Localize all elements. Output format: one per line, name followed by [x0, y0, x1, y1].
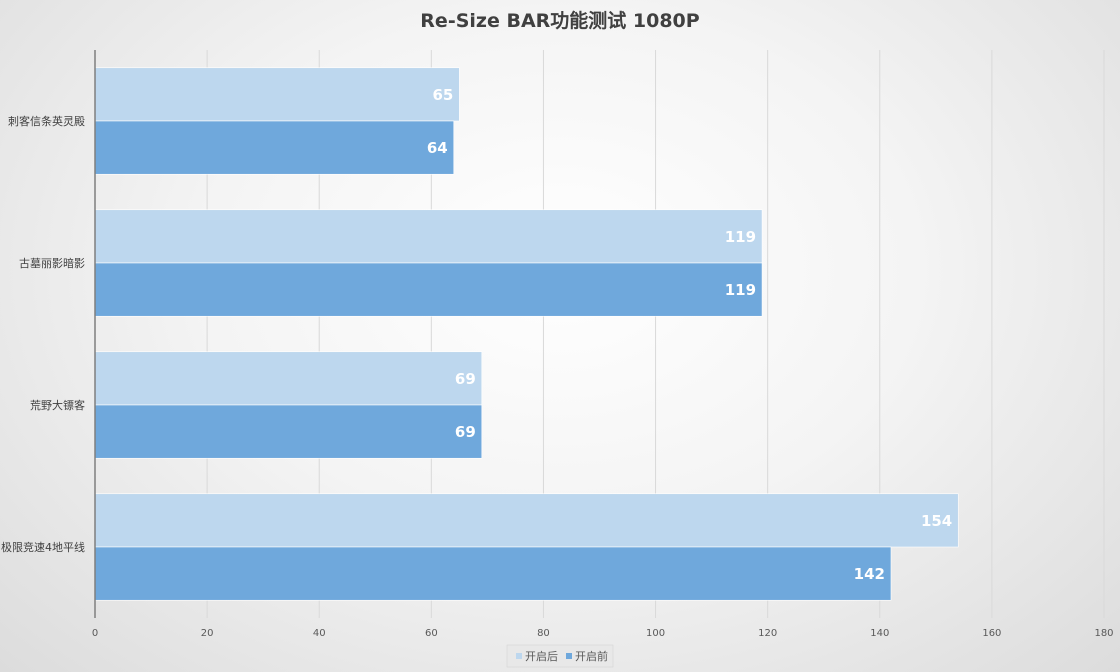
data-label: 69: [455, 423, 476, 441]
bar: [94, 209, 763, 264]
bar: [94, 546, 892, 601]
data-label: 119: [725, 228, 756, 246]
x-tick-label: 160: [982, 628, 1001, 639]
data-label: 119: [725, 281, 756, 299]
x-tick-label: 40: [313, 628, 326, 639]
category-label: 刺客信条英灵殿: [8, 114, 85, 128]
data-labels: 65 64 119 119 69 69 154 142: [427, 86, 952, 583]
x-tick-label: 0: [92, 628, 98, 639]
bar: [94, 351, 483, 406]
bars: [94, 67, 959, 601]
category-label: 极限竞速4地平线: [1, 540, 85, 554]
data-label: 69: [455, 370, 476, 388]
x-tick-label: 180: [1094, 628, 1113, 639]
bar: [94, 404, 483, 459]
category-label: 荒野大镖客: [30, 398, 85, 412]
data-label: 142: [854, 565, 885, 583]
x-tick-label: 100: [646, 628, 665, 639]
bar: [94, 67, 460, 122]
x-tick-labels: 0 20 40 60 80 100 120 140 160 180: [92, 628, 1114, 639]
x-tick-label: 120: [758, 628, 777, 639]
data-label: 154: [921, 512, 952, 530]
legend: 开启后 开启前: [506, 644, 614, 668]
x-tick-label: 20: [201, 628, 214, 639]
legend-swatch: [566, 653, 572, 659]
x-tick-label: 60: [425, 628, 438, 639]
data-label: 64: [427, 139, 448, 157]
bar: [94, 493, 959, 548]
x-tick-label: 80: [537, 628, 550, 639]
x-tick-label: 140: [870, 628, 889, 639]
bar: [94, 262, 763, 317]
category-label: 古墓丽影暗影: [19, 256, 85, 270]
legend-box: [506, 644, 614, 668]
legend-label: 开启前: [575, 649, 608, 663]
bar: [94, 120, 455, 175]
data-label: 65: [432, 86, 453, 104]
legend-label: 开启后: [525, 650, 558, 663]
chart-title: Re-Size BAR功能测试 1080P: [420, 9, 699, 32]
legend-swatch: [516, 653, 522, 659]
